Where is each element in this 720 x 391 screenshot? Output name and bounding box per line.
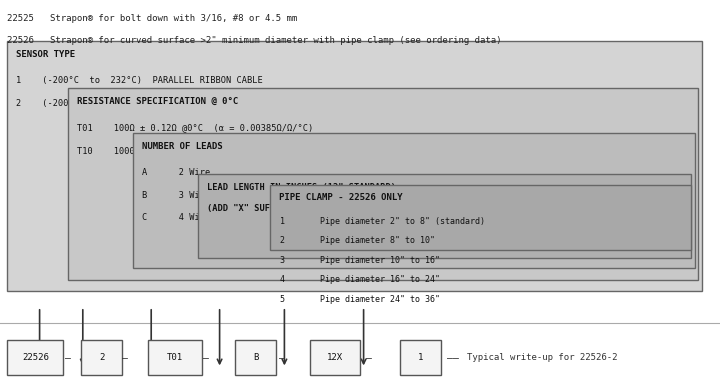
Text: –: – (279, 353, 285, 363)
Text: NUMBER OF LEADS: NUMBER OF LEADS (142, 142, 222, 151)
Bar (310, 340, 360, 375)
Bar (198, 174, 691, 258)
Bar (148, 340, 202, 375)
Text: T01: T01 (166, 353, 183, 362)
Text: 22525   Strapon® for bolt down with 3/16, #8 or 4.5 mm: 22525 Strapon® for bolt down with 3/16, … (7, 14, 297, 23)
Bar (7, 340, 63, 375)
Text: 5       Pipe diameter 24" to 36": 5 Pipe diameter 24" to 36" (280, 295, 440, 304)
Text: –: – (447, 353, 453, 363)
Bar (235, 340, 276, 375)
Text: 2: 2 (99, 353, 104, 362)
Text: 12X: 12X (327, 353, 343, 362)
Bar (68, 88, 698, 280)
Text: SENSOR TYPE: SENSOR TYPE (16, 50, 75, 59)
Text: A      2 Wire: A 2 Wire (142, 168, 210, 177)
Bar (7, 41, 702, 291)
Text: 1: 1 (418, 353, 423, 362)
Text: 1    (-200°C  to  232°C)  PARALLEL RIBBON CABLE: 1 (-200°C to 232°C) PARALLEL RIBBON CABL… (16, 76, 263, 85)
Text: LEAD LENGTH IN INCHES (12" STANDARD): LEAD LENGTH IN INCHES (12" STANDARD) (207, 183, 396, 192)
Text: B: B (253, 353, 258, 362)
Text: –: – (122, 353, 128, 363)
Text: 2    (-200°C  to  260°C)  TWISTED LEADS WITH OVERJACKET: 2 (-200°C to 260°C) TWISTED LEADS WITH O… (16, 99, 305, 108)
Bar (270, 185, 691, 250)
Text: –: – (366, 353, 372, 363)
Text: (ADD "X" SUFFIX FOR SST BRAID OPTION): (ADD "X" SUFFIX FOR SST BRAID OPTION) (207, 204, 401, 213)
Text: 2       Pipe diameter 8" to 10": 2 Pipe diameter 8" to 10" (280, 236, 435, 245)
Text: T10    1000Ω ± 1.2Ω @0°C  (α = 0.00385Ω/Ω/°C): T10 1000Ω ± 1.2Ω @0°C (α = 0.00385Ω/Ω/°C… (77, 146, 313, 155)
Text: 4       Pipe diameter 16" to 24": 4 Pipe diameter 16" to 24" (280, 275, 440, 284)
Bar (81, 340, 122, 375)
Text: C      4 Wire ( -2 Sensors only): C 4 Wire ( -2 Sensors only) (142, 213, 310, 222)
Text: 1       Pipe diameter 2" to 8" (standard): 1 Pipe diameter 2" to 8" (standard) (280, 217, 485, 226)
Text: 3       Pipe diameter 10" to 16": 3 Pipe diameter 10" to 16" (280, 256, 440, 265)
Text: –: – (453, 353, 459, 363)
Text: RESISTANCE SPECIFICATION @ 0°C: RESISTANCE SPECIFICATION @ 0°C (77, 97, 238, 106)
Text: 22526   Strapon® for curved surface >2" minimum diameter with pipe clamp (see or: 22526 Strapon® for curved surface >2" mi… (7, 36, 502, 45)
Text: 22526: 22526 (22, 353, 49, 362)
Text: –: – (65, 353, 71, 363)
Bar (133, 133, 695, 268)
Text: Typical write-up for 22526-2: Typical write-up for 22526-2 (467, 353, 617, 362)
Text: –: – (203, 353, 209, 363)
Text: B      3 Wire: B 3 Wire (142, 191, 210, 200)
Bar (400, 340, 441, 375)
Text: T01    100Ω ± 0.12Ω @0°C  (α = 0.00385Ω/Ω/°C): T01 100Ω ± 0.12Ω @0°C (α = 0.00385Ω/Ω/°C… (77, 123, 313, 132)
Text: PIPE CLAMP - 22526 ONLY: PIPE CLAMP - 22526 ONLY (279, 193, 402, 202)
